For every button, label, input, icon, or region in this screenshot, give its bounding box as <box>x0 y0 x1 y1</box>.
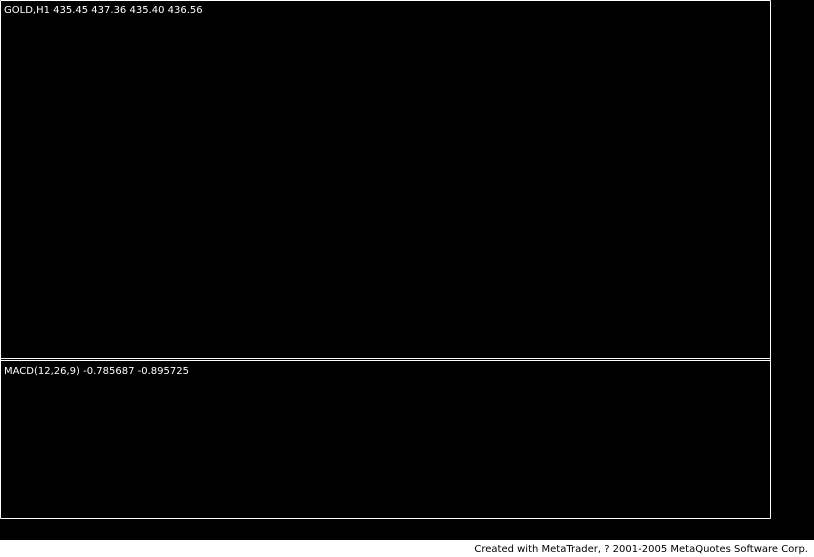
chart-title: GOLD,H1 435.45 437.36 435.40 436.56 <box>4 5 203 16</box>
footer: Created with MetaTrader, ? 2001-2005 Met… <box>474 544 808 555</box>
indicator-title: MACD(12,26,9) -0.785687 -0.895725 <box>4 366 189 377</box>
background <box>0 0 814 540</box>
text-layer: GOLD,H1 435.45 437.36 435.40 436.56 MACD… <box>4 5 808 555</box>
footer-bar <box>0 540 814 557</box>
